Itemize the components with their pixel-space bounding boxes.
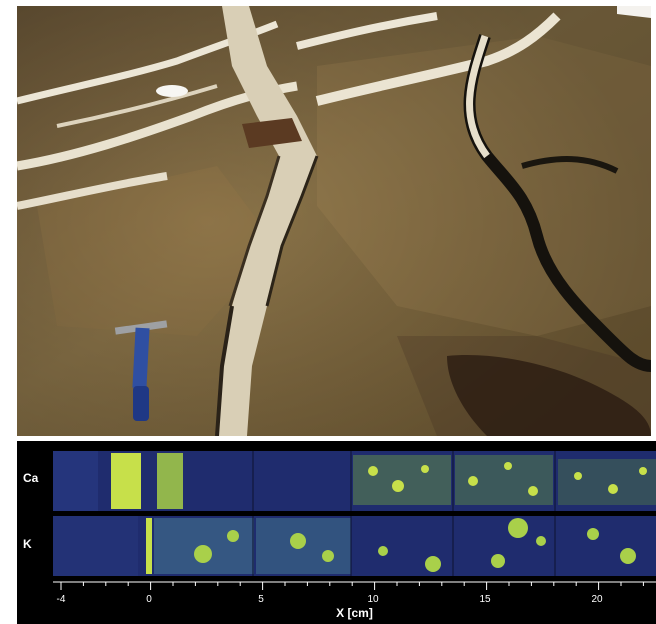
outcrop-photo xyxy=(17,6,651,436)
k-map-graphic xyxy=(53,516,656,576)
x-axis: -4 0 5 10 15 20 X [cm] xyxy=(53,580,656,624)
tick-label: -4 xyxy=(56,594,66,605)
x-axis-title: X [cm] xyxy=(336,606,373,620)
hammer-graphic xyxy=(114,320,168,421)
tick-label: 0 xyxy=(146,594,152,605)
element-map-panel: Ca K xyxy=(17,441,656,624)
outcrop-photo-graphic xyxy=(17,6,651,436)
tick-label: 15 xyxy=(479,594,491,605)
tick-label: 5 xyxy=(258,594,264,605)
ca-row-label: Ca xyxy=(23,471,39,485)
tick-label: 20 xyxy=(591,594,603,605)
ca-map-strip xyxy=(53,451,656,511)
k-map-strip xyxy=(53,516,656,576)
tick-label: 10 xyxy=(367,594,379,605)
k-row-label: K xyxy=(23,537,32,551)
x-axis-ticks xyxy=(53,581,656,590)
ca-map-graphic xyxy=(53,451,656,511)
